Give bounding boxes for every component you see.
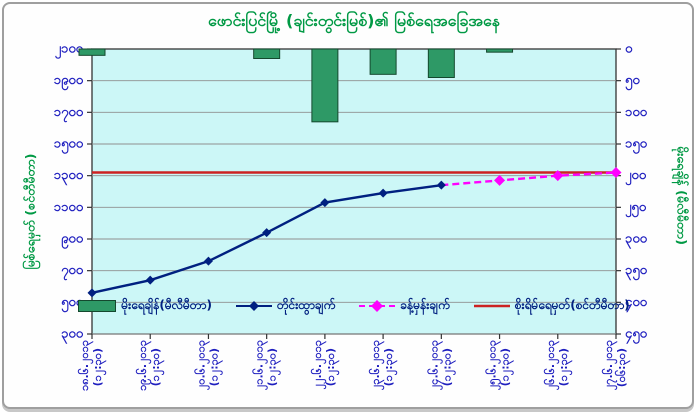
x-axis-tick-label: ၂၆.၆.၂၀၁၃(၁၂:၃၀): [544, 339, 573, 390]
y-axis-right-tick-label: ၄၅၀: [625, 327, 648, 345]
forecast-point: [552, 170, 564, 182]
legend: မိုးရေချိန်(မီလီမီတာ) တိုင်းထွာချက် ခန့်…: [78, 294, 630, 318]
forecast-point: [494, 174, 506, 186]
x-axis-tick-label: ၂၇.၆.၂၀၁၃(၀၆:၃၀): [602, 339, 631, 390]
observed-point: [203, 256, 213, 266]
y-axis-right-tick-label: ၂၀၀: [625, 168, 647, 186]
observed-point: [87, 288, 97, 298]
rainfall-bar: [369, 48, 397, 75]
y-axis-left-tick-label: ၁၃၀၀: [54, 168, 84, 186]
rainfall-bar: [427, 48, 455, 78]
observed-line-swatch-icon: [235, 297, 272, 316]
x-axis-tick-label: ၂၁.၆.၂၀၁၃(၁၂:၃၀): [253, 339, 282, 390]
x-axis-tick-label: ၂၂.၆.၂၀၁၃(၁၂:၃၀): [311, 339, 340, 389]
y-axis-right-tick-label: ၀: [625, 42, 633, 57]
plot-background: [91, 48, 617, 335]
x-axis-tick-label: ၂၄.၆.၂၀၁၃(၁၂:၃၀): [427, 339, 456, 390]
y-axis-left-title: မြစ်ရေမှတ် (စင်တီမီတာ): [22, 153, 38, 270]
y-axis-right-tick-label: ၁၅၀: [625, 137, 648, 155]
y-axis-right-tick-label: ၄၀၀: [625, 295, 648, 313]
y-axis-left-tick-label: ၁၉၀၀: [54, 73, 84, 91]
observed-point: [378, 188, 388, 198]
forecast-line-swatch-icon: [359, 297, 396, 316]
window-frame: ဖောင်းပြင်မြို့ (ချင်းတွင်းမြစ်)၏ မြစ်ရေ…: [2, 2, 694, 409]
rainfall-bar: [311, 48, 339, 123]
y-axis-left-tick-label: ၇၀၀: [61, 263, 84, 281]
y-axis-right-title: မိုးရေချိန် (မီလီမီတာ): [674, 146, 690, 245]
observed-point: [436, 180, 446, 190]
y-axis-left-tick-label: ၂၁၀၀: [55, 42, 84, 60]
legend-item-danger: စိုးရိမ်ရေမှတ်(စင်တီမီတာ): [473, 297, 630, 316]
legend-label-forecast: ခန့်မှန်းချက်: [400, 298, 450, 312]
rainfall-bar-swatch-icon: [78, 300, 117, 312]
x-axis-tick-label: ၁၉.၆.၂၀၁၃(၁၂:၃၀): [136, 339, 165, 391]
forecast-line: [441, 171, 617, 187]
rainfall-bar: [486, 48, 514, 53]
y-axis-left-tick-label: ၁၁၀၀: [54, 200, 84, 215]
y-axis-left-tick-label: ၅၀၀: [61, 295, 84, 313]
y-axis-right-tick-label: ၅၀: [625, 73, 640, 91]
x-axis-tick-label: ၁၈.၆.၂၀၁၃(၁၂:၃၀): [78, 339, 107, 391]
legend-label-rainfall: မိုးရေချိန်(မီလီမီတာ): [121, 298, 212, 312]
y-axis-left-tick-label: ၉၀၀: [61, 232, 84, 250]
y-axis-right-tick-label: ၂၅၀: [625, 200, 647, 218]
legend-item-rainfall: မိုးရေချိန်(မီလီမီတာ): [78, 297, 212, 315]
legend-item-observed: တိုင်းထွာချက်: [235, 297, 336, 316]
y-axis-right-tick-label: ၁၀၀: [625, 105, 648, 120]
x-axis-tick-label: ၂၀.၆.၂၀၁၃(၁၂:၃၀): [194, 339, 223, 390]
rainfall-bar: [78, 48, 106, 56]
legend-item-forecast: ခန့်မှန်းချက်: [359, 297, 450, 316]
rainfall-bar: [253, 48, 281, 59]
y-axis-left-tick-label: ၃၀၀: [61, 327, 84, 345]
y-axis-right-tick-label: ၃၀၀: [625, 232, 648, 250]
legend-label-danger: စိုးရိမ်ရေမှတ်(စင်တီမီတာ): [514, 298, 630, 312]
observed-point: [320, 198, 330, 208]
x-axis-tick-label: ၂၃.၆.၂၀၁၃(၁၂:၃၀): [369, 339, 398, 390]
observed-point: [145, 275, 155, 285]
forecast-point: [610, 167, 622, 178]
observed-point: [262, 228, 272, 238]
y-axis-right-tick-label: ၃၅၀: [625, 263, 648, 281]
y-axis-left-tick-label: ၁၅၀၀: [54, 137, 84, 155]
y-axis-left-tick-label: ၁၇၀၀: [54, 105, 84, 123]
danger-line-swatch-icon: [473, 297, 510, 316]
legend-label-observed: တိုင်းထွာချက်: [276, 298, 336, 312]
x-axis-tick-label: ၂၅.၆.၂၀၁၃(၁၂:၃၀): [486, 339, 515, 390]
chart-title: ဖောင်းပြင်မြို့ (ချင်းတွင်းမြစ်)၏ မြစ်ရေ…: [208, 11, 500, 30]
